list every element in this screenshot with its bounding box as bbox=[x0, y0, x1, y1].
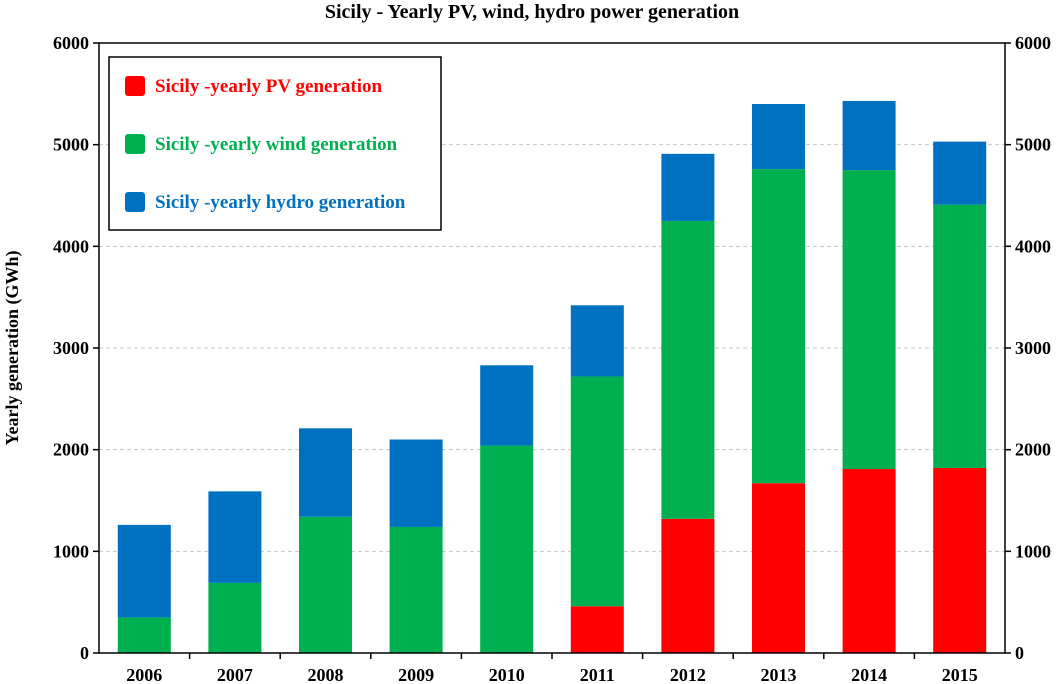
bar-segment-generation-2012 bbox=[661, 220, 715, 519]
x-tick-label: 2012 bbox=[670, 665, 706, 684]
bar-segment-generation-2007 bbox=[208, 582, 262, 653]
y-tick-label: 5000 bbox=[53, 135, 89, 155]
axes bbox=[93, 42, 1011, 659]
y-tick-label-right: 4000 bbox=[1015, 236, 1051, 256]
plot-frame bbox=[98, 42, 1006, 654]
bars bbox=[117, 100, 987, 653]
y-tick-label: 1000 bbox=[53, 541, 89, 561]
bar-segment-generation-2013 bbox=[752, 483, 805, 653]
legend-entry: Sicily -yearly hydro generation bbox=[155, 192, 406, 213]
x-tick-label: 2011 bbox=[580, 665, 615, 684]
bar-segment-generation-2011 bbox=[570, 376, 624, 607]
bar-segment-generation-2015 bbox=[933, 467, 987, 653]
y-tick-label-right: 1000 bbox=[1015, 541, 1051, 561]
y-tick-label: 0 bbox=[80, 643, 89, 663]
bar-segment-generation-2014 bbox=[842, 100, 896, 171]
bar-segment-generation-2012 bbox=[661, 153, 715, 221]
bar-segment-generation-2011 bbox=[570, 606, 624, 653]
x-tick-label: 2015 bbox=[942, 665, 978, 684]
legend: Sicily -yearly PV generation Sicily -year… bbox=[108, 56, 442, 231]
bar-segment-generation-2009 bbox=[389, 526, 443, 653]
bar-segment-generation-2012 bbox=[661, 518, 715, 653]
y-tick-label: 3000 bbox=[53, 338, 89, 358]
legend-swatch bbox=[125, 134, 145, 154]
y-tick-label-right: 0 bbox=[1015, 643, 1024, 663]
tick-labels: 0 0 1000 1000 2000 2000 3000 3000 4000 4000 5000 50… bbox=[53, 33, 1051, 684]
y-tick-label-right: 3000 bbox=[1015, 338, 1051, 358]
y-tick-label: 4000 bbox=[53, 236, 89, 256]
y-tick-label-right: 2000 bbox=[1015, 440, 1051, 460]
bar-segment-generation-2011 bbox=[570, 305, 624, 377]
legend-entry: Sicily -yearly PV generation bbox=[155, 76, 383, 97]
bar-segment-generation-2015 bbox=[933, 141, 987, 205]
bar-segment-generation-2013 bbox=[752, 169, 805, 484]
x-tick-label: 2008 bbox=[308, 665, 344, 684]
y-tick-label: 2000 bbox=[53, 440, 89, 460]
y-axis-label: Yearly generation (GWh) bbox=[2, 251, 23, 446]
y-tick-label-right: 5000 bbox=[1015, 135, 1051, 155]
x-tick-label: 2014 bbox=[851, 665, 887, 684]
bar-segment-generation-2009 bbox=[389, 439, 443, 527]
y-tick-label: 6000 bbox=[53, 33, 89, 53]
x-tick-label: 2010 bbox=[489, 665, 525, 684]
bar-segment-generation-2008 bbox=[299, 428, 352, 517]
legend-swatch bbox=[125, 192, 145, 212]
bar-segment-generation-2006 bbox=[117, 617, 171, 653]
y-tick-label-right: 6000 bbox=[1015, 33, 1051, 53]
bar-segment-generation-2007 bbox=[208, 491, 262, 583]
bar-segment-generation-2008 bbox=[299, 516, 352, 653]
bar-segment-generation-2014 bbox=[842, 468, 896, 653]
bar-segment-generation-2010 bbox=[480, 365, 534, 446]
bar-segment-generation-2010 bbox=[480, 445, 534, 653]
x-tick-label: 2006 bbox=[126, 665, 162, 684]
bar-segment-generation-2013 bbox=[752, 104, 805, 170]
x-tick-label: 2009 bbox=[398, 665, 434, 684]
bar-segment-generation-2015 bbox=[933, 204, 987, 468]
x-tick-label: 2007 bbox=[217, 665, 253, 684]
bar-segment-generation-2006 bbox=[117, 524, 171, 618]
legend-box bbox=[108, 56, 442, 231]
chart-title: Sicily - Yearly PV, wind, hydro power ge… bbox=[325, 1, 739, 23]
bar-segment-generation-2014 bbox=[842, 170, 896, 469]
legend-entry: Sicily -yearly wind generation bbox=[155, 134, 398, 155]
legend-swatch bbox=[125, 76, 145, 96]
x-tick-label: 2013 bbox=[761, 665, 797, 684]
